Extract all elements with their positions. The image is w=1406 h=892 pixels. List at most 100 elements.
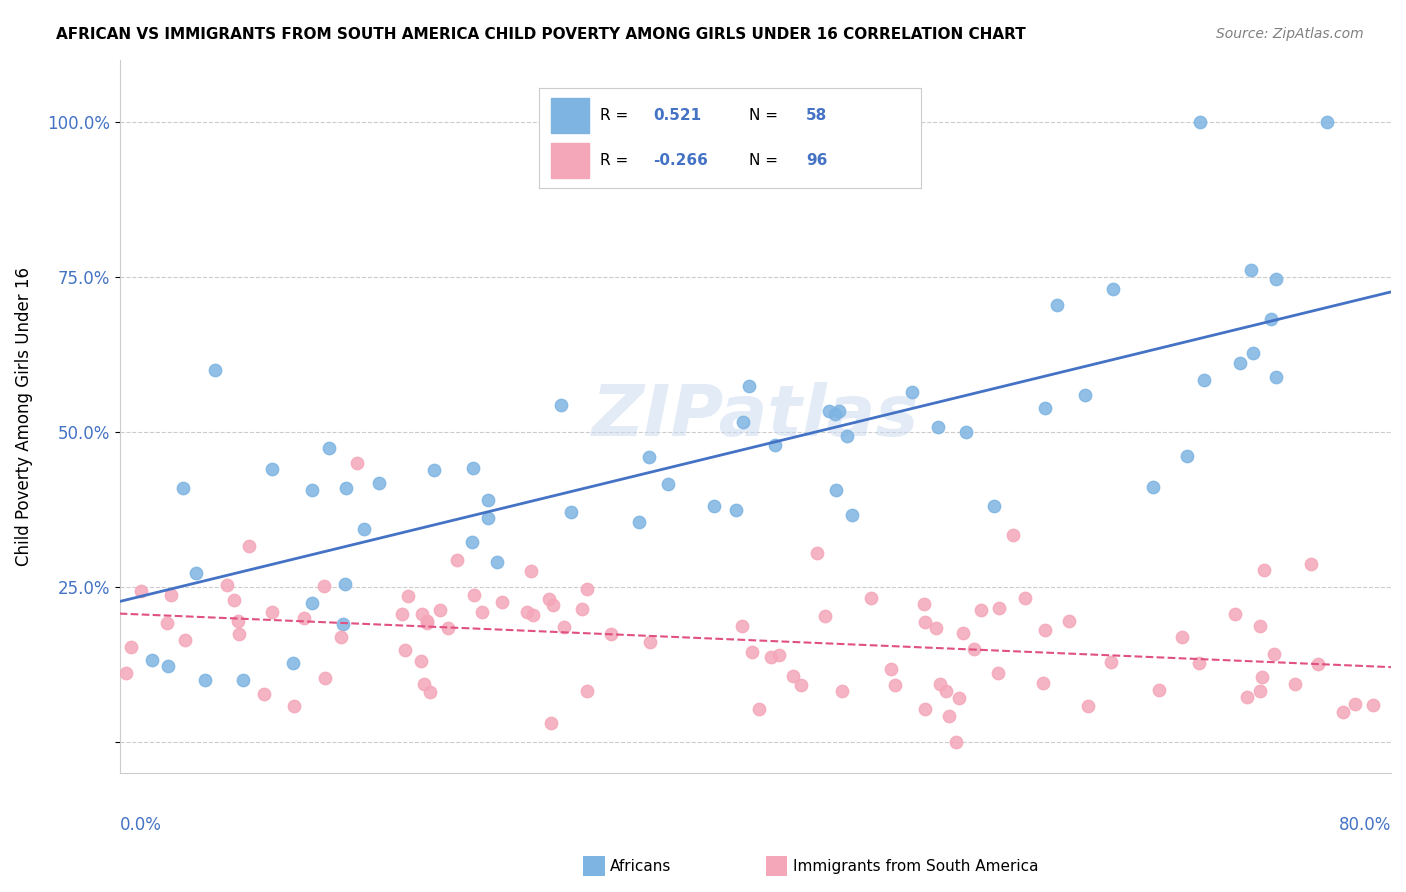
Point: [204, 363, 226, 377]
Point: [436, 621, 458, 635]
Point: [335, 482, 357, 496]
Point: [194, 673, 217, 687]
Point: [1284, 677, 1306, 691]
Point: [927, 419, 949, 434]
Point: [540, 715, 562, 730]
Point: [228, 626, 250, 640]
Text: 0.0%: 0.0%: [120, 816, 162, 834]
Point: [141, 653, 163, 667]
Point: [948, 690, 970, 705]
Point: [560, 505, 582, 519]
Point: [1251, 670, 1274, 684]
Point: [522, 607, 544, 622]
Point: [806, 546, 828, 560]
Point: [333, 577, 356, 591]
Point: [1264, 272, 1286, 286]
Point: [120, 640, 142, 654]
Point: [600, 626, 623, 640]
Point: [1249, 684, 1271, 698]
Point: [537, 591, 560, 606]
Point: [841, 508, 863, 522]
Point: [1223, 607, 1246, 622]
Point: [416, 614, 439, 628]
Point: [627, 515, 650, 529]
Point: [571, 602, 593, 616]
Point: [353, 522, 375, 536]
Point: [1263, 647, 1285, 661]
Text: Source: ZipAtlas.com: Source: ZipAtlas.com: [1216, 27, 1364, 41]
Point: [1077, 698, 1099, 713]
Point: [703, 499, 725, 513]
Point: [1331, 706, 1354, 720]
Point: [260, 462, 283, 476]
Point: [738, 378, 761, 392]
Point: [914, 702, 936, 716]
Point: [1229, 356, 1251, 370]
Point: [1264, 370, 1286, 384]
Point: [477, 492, 499, 507]
Text: AFRICAN VS IMMIGRANTS FROM SOUTH AMERICA CHILD POVERTY AMONG GIRLS UNDER 16 CORR: AFRICAN VS IMMIGRANTS FROM SOUTH AMERICA…: [56, 27, 1026, 42]
Text: 80.0%: 80.0%: [1339, 816, 1391, 834]
Point: [988, 600, 1011, 615]
Point: [987, 666, 1010, 681]
Point: [1002, 528, 1025, 542]
Point: [1057, 615, 1080, 629]
Point: [768, 648, 790, 663]
Point: [115, 666, 138, 681]
Point: [186, 566, 208, 580]
Point: [883, 678, 905, 692]
Point: [1046, 298, 1069, 312]
Point: [725, 502, 748, 516]
Point: [1014, 591, 1036, 606]
Point: [1032, 676, 1054, 690]
Point: [828, 404, 851, 418]
Point: [1147, 682, 1170, 697]
Point: [330, 630, 353, 644]
Point: [226, 614, 249, 628]
Point: [925, 621, 948, 635]
Point: [741, 645, 763, 659]
Point: [1240, 262, 1263, 277]
Point: [292, 611, 315, 625]
Point: [411, 607, 433, 622]
Point: [416, 616, 439, 631]
Point: [748, 702, 770, 716]
Point: [461, 535, 484, 549]
Point: [471, 605, 494, 619]
Point: [824, 408, 846, 422]
Point: [174, 633, 197, 648]
Point: [782, 669, 804, 683]
Point: [1033, 401, 1056, 415]
Point: [411, 654, 433, 668]
Point: [763, 437, 786, 451]
Point: [637, 450, 659, 465]
Point: [283, 698, 305, 713]
Point: [928, 676, 950, 690]
Point: [155, 615, 177, 630]
Point: [1170, 630, 1192, 644]
Point: [825, 483, 848, 497]
Point: [516, 605, 538, 619]
Point: [477, 510, 499, 524]
Point: [1260, 312, 1282, 326]
Point: [463, 588, 485, 602]
Point: [485, 555, 508, 569]
Point: [423, 463, 446, 477]
Point: [983, 499, 1005, 513]
Point: [391, 607, 413, 622]
Point: [938, 709, 960, 723]
Point: [446, 553, 468, 567]
Point: [835, 429, 858, 443]
Point: [318, 442, 340, 456]
Point: [346, 456, 368, 470]
Point: [814, 609, 837, 624]
Point: [963, 641, 986, 656]
Point: [314, 671, 336, 685]
Text: Africans: Africans: [610, 859, 672, 873]
Point: [519, 564, 541, 578]
Point: [859, 591, 882, 605]
Point: [396, 590, 419, 604]
Point: [463, 460, 485, 475]
Point: [368, 475, 391, 490]
Point: [831, 683, 853, 698]
